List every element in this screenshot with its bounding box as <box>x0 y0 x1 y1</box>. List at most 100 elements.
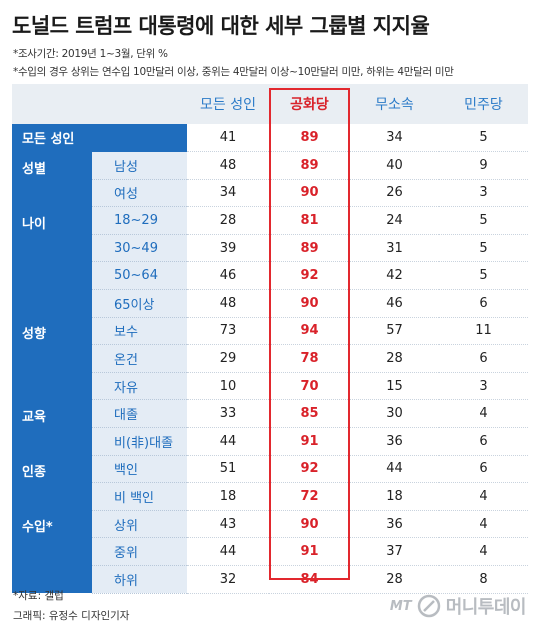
group-label: 교육 <box>12 399 92 456</box>
subgroup-label: 백인 <box>92 455 187 484</box>
survey-period-note: *조사기간: 2019년 1~3월, 단위 % <box>13 48 168 60</box>
cell-all-adults: 46 <box>187 261 269 291</box>
cell-all-adults: 28 <box>187 206 269 235</box>
cell-republican: 92 <box>269 455 350 484</box>
cell-all-adults: 10 <box>187 372 269 401</box>
cell-all-adults-republican: 89 <box>269 124 350 153</box>
income-definition-note: *수입의 경우 상위는 연수입 10만달러 이상, 중위는 4만달러 이상~10… <box>13 66 454 78</box>
cell-democrat: 6 <box>439 344 528 373</box>
cell-all-adults: 44 <box>187 427 269 456</box>
table-row: 온건 29 78 28 6 <box>12 344 528 373</box>
cell-independent: 36 <box>350 427 439 456</box>
group-label: 인종 <box>12 455 92 511</box>
cell-republican: 89 <box>269 151 350 180</box>
cell-democrat: 8 <box>439 565 528 594</box>
cell-all-adults: 18 <box>187 482 269 511</box>
subgroup-label: 18~29 <box>92 206 187 235</box>
cell-democrat: 5 <box>439 206 528 235</box>
table-row: 수입* 상위 43 90 36 4 <box>12 510 528 594</box>
cell-democrat: 6 <box>439 455 528 484</box>
cell-independent: 24 <box>350 206 439 235</box>
cell-democrat: 4 <box>439 537 528 566</box>
subgroup-label: 상위 <box>92 510 187 539</box>
header-all-adults: 모든 성인 <box>200 97 256 113</box>
cell-republican: 84 <box>269 565 350 594</box>
cell-independent: 57 <box>350 317 439 346</box>
cell-republican: 81 <box>269 206 350 235</box>
cell-republican: 90 <box>269 510 350 539</box>
table-row-all-adults: 모든 성인 41 89 34 5 <box>12 124 528 153</box>
logo-mark: MT <box>389 598 412 614</box>
cell-all-adults: 44 <box>187 537 269 566</box>
cell-independent: 15 <box>350 372 439 401</box>
cell-republican: 70 <box>269 372 350 401</box>
cell-all-adults: 33 <box>187 399 269 429</box>
cell-all-adults-total: 41 <box>187 124 269 153</box>
table-row: 비(非)대졸 44 91 36 6 <box>12 427 528 456</box>
cell-independent: 37 <box>350 537 439 566</box>
subgroup-label: 남성 <box>92 151 187 180</box>
row-label-all-adults: 모든 성인 <box>12 124 187 152</box>
cell-republican: 85 <box>269 399 350 429</box>
table-row: 성향 보수 73 94 57 11 <box>12 317 528 400</box>
table-row: 30~49 39 89 31 5 <box>12 234 528 263</box>
cell-democrat: 5 <box>439 261 528 291</box>
cell-democrat: 4 <box>439 482 528 511</box>
logo-name: 머니투데이 <box>445 597 527 618</box>
subgroup-label: 자유 <box>92 372 187 401</box>
subgroup-label: 비 백인 <box>92 482 187 511</box>
table-row: 50~64 46 92 42 5 <box>12 261 528 291</box>
support-table: 모든 성인 공화당 무소속 민주당 모든 성인 41 89 34 5 성별 남성 4… <box>12 84 528 594</box>
subgroup-label: 보수 <box>92 317 187 346</box>
cell-republican: 89 <box>269 234 350 263</box>
table-row: 성별 남성 48 89 40 9 <box>12 151 528 207</box>
cell-democrat: 5 <box>439 234 528 263</box>
cell-independent: 30 <box>350 399 439 429</box>
cell-all-adults: 29 <box>187 344 269 373</box>
cell-independent: 40 <box>350 151 439 180</box>
cell-all-adults: 73 <box>187 317 269 346</box>
cell-republican: 90 <box>269 179 350 208</box>
cell-all-adults: 43 <box>187 510 269 539</box>
subgroup-label: 중위 <box>92 537 187 566</box>
subgroup-label: 비(非)대졸 <box>92 427 187 456</box>
table-row: 나이 18~29 28 81 24 5 <box>12 206 528 318</box>
table-header-row: 모든 성인 공화당 무소속 민주당 <box>12 84 528 124</box>
table-body: 모든 성인 41 89 34 5 성별 남성 48 89 40 9 여성 34 90 26 3 나이 1… <box>12 124 528 594</box>
group-label: 성향 <box>12 317 92 400</box>
cell-democrat: 6 <box>439 427 528 456</box>
table-row: 비 백인 18 72 18 4 <box>12 482 528 511</box>
cell-all-adults-independent: 34 <box>350 124 439 153</box>
cell-democrat: 3 <box>439 179 528 208</box>
cell-independent: 46 <box>350 289 439 318</box>
cell-democrat: 11 <box>439 317 528 346</box>
subgroup-label: 하위 <box>92 565 187 594</box>
header-empty-sub <box>92 84 187 124</box>
publisher-logo: MT 머니투데이 <box>389 592 527 620</box>
subgroup-label: 대졸 <box>92 399 187 429</box>
cell-independent: 18 <box>350 482 439 511</box>
cell-democrat: 3 <box>439 372 528 401</box>
cell-independent: 36 <box>350 510 439 539</box>
cell-all-adults: 34 <box>187 179 269 208</box>
table-row: 인종 백인 51 92 44 6 <box>12 455 528 511</box>
cell-republican: 94 <box>269 317 350 346</box>
cell-independent: 26 <box>350 179 439 208</box>
header-empty-group <box>12 84 92 124</box>
subgroup-label: 30~49 <box>92 234 187 263</box>
cell-all-adults: 32 <box>187 565 269 594</box>
cell-republican: 92 <box>269 261 350 291</box>
cell-democrat: 6 <box>439 289 528 318</box>
cell-all-adults: 48 <box>187 151 269 180</box>
table-row: 교육 대졸 33 85 30 4 <box>12 399 528 456</box>
subgroup-label: 65이상 <box>92 289 187 318</box>
table-row: 자유 10 70 15 3 <box>12 372 528 401</box>
page-title: 도널드 트럼프 대통령에 대한 세부 그룹별 지지율 <box>12 14 430 38</box>
subgroup-label: 50~64 <box>92 261 187 291</box>
cell-republican: 91 <box>269 427 350 456</box>
logo-swirl-icon <box>417 594 440 618</box>
cell-independent: 42 <box>350 261 439 291</box>
header-independent: 무소속 <box>375 97 414 113</box>
graphic-credit: 그래픽: 유정수 디자인기자 <box>13 610 130 622</box>
table-row: 65이상 48 90 46 6 <box>12 289 528 318</box>
